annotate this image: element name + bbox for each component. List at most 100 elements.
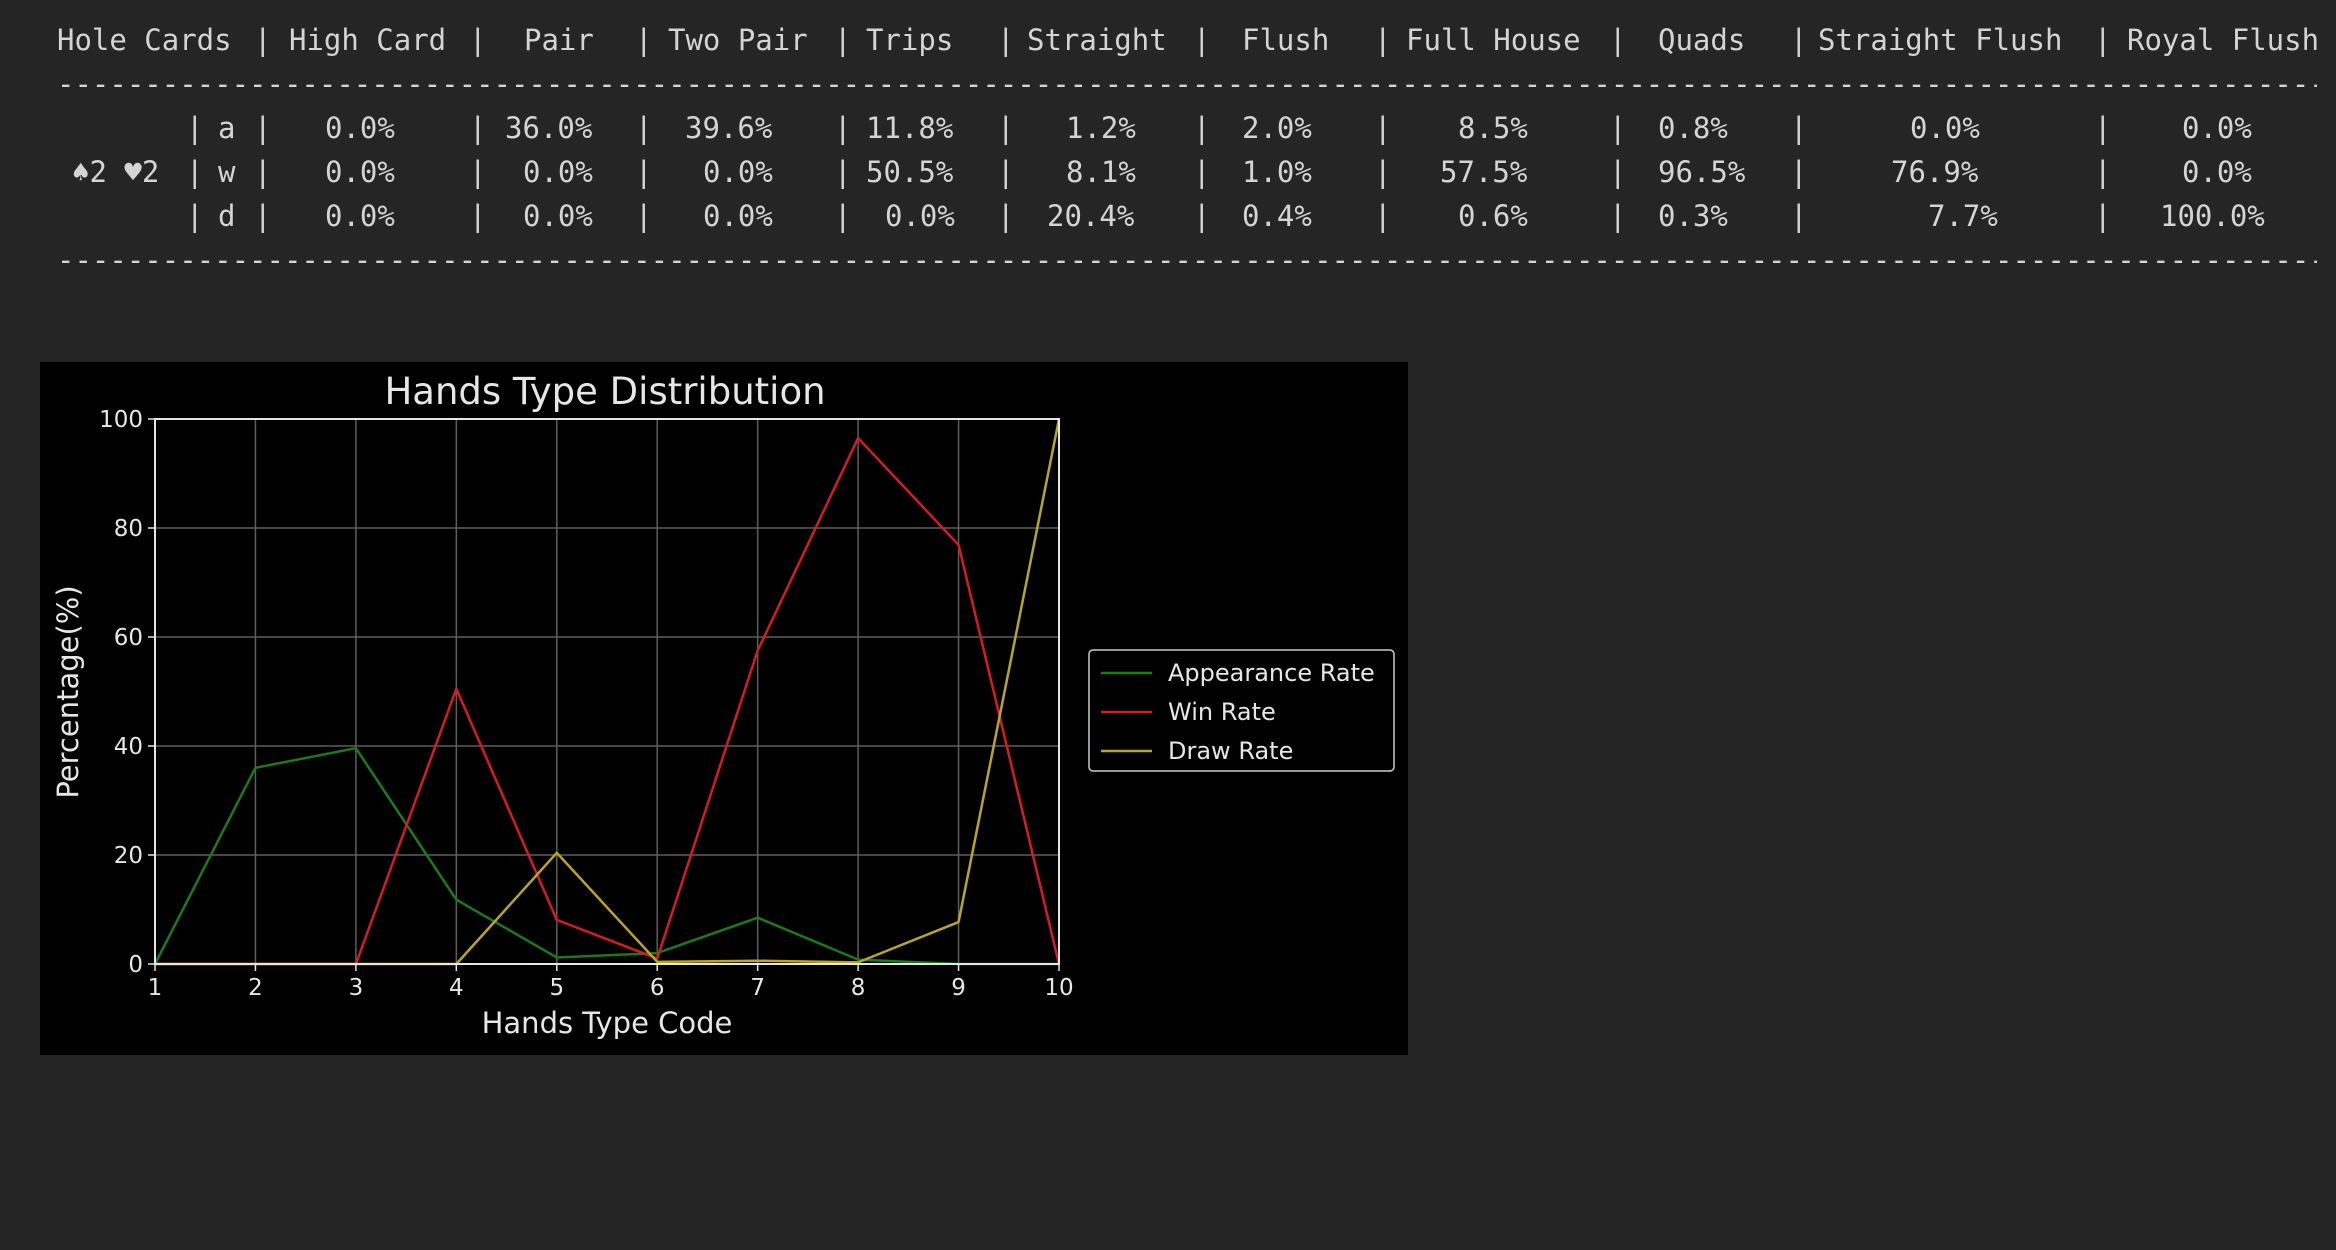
x-axis-label: Hands Type Code: [482, 1006, 733, 1040]
table-cell: 0.0%: [885, 199, 955, 233]
y-tick-label: 20: [114, 843, 143, 869]
col-divider: |: [186, 199, 204, 233]
col-divider: |: [2094, 199, 2112, 233]
col-divider: |: [1609, 111, 1627, 145]
header-straight-flush: Straight Flush: [1818, 23, 2063, 57]
x-tick-label: 1: [148, 975, 163, 1001]
table-cell: 0.6%: [1458, 199, 1528, 233]
header-royal-flush: Royal Flush: [2127, 23, 2320, 57]
table-cell: 0.0%: [325, 155, 395, 189]
chart-series: [153, 418, 1061, 966]
col-divider: |: [997, 155, 1015, 189]
col-divider: |: [254, 23, 272, 57]
y-tick-label: 80: [114, 516, 143, 542]
table-cell: 2.0%: [1242, 111, 1312, 145]
series-line-win-rate: [155, 436, 1061, 966]
col-divider: |: [254, 199, 272, 233]
col-divider: |: [1790, 111, 1808, 145]
col-divider: |: [1609, 23, 1627, 57]
col-divider: |: [997, 199, 1015, 233]
y-axis-label: Percentage(%): [51, 585, 85, 798]
col-divider: |: [635, 111, 653, 145]
table-cell: 20.4%: [1047, 199, 1135, 233]
legend-label: Appearance Rate: [1168, 659, 1375, 687]
table-cell: 0.8%: [1658, 111, 1728, 145]
row-label: a: [218, 111, 236, 145]
table-cell: 0.4%: [1242, 199, 1312, 233]
col-divider: |: [254, 111, 272, 145]
table-separator-bottom: ----------------------------------------…: [57, 243, 2317, 277]
x-tick-label: 2: [248, 975, 263, 1001]
col-divider: |: [186, 111, 204, 145]
table-cell: 8.5%: [1458, 111, 1528, 145]
col-divider: |: [1193, 111, 1211, 145]
col-divider: |: [2094, 23, 2112, 57]
table-cell: 0.0%: [2182, 155, 2252, 189]
col-divider: |: [469, 23, 487, 57]
chart-grid: [154, 418, 1060, 965]
col-divider: |: [1193, 155, 1211, 189]
hands-type-chart: Hands Type Distribution 1 2 3 4 5 6 7 8 9 10 0 20 40…: [40, 362, 1408, 1055]
chart-canvas: Hands Type Distribution 1 2 3 4 5 6 7 8 9 1002040…: [51, 370, 1395, 1040]
table-cell: 57.5%: [1440, 155, 1528, 189]
table-separator-top: ----------------------------------------…: [57, 67, 2317, 101]
x-tick-label: 9: [951, 975, 966, 1001]
legend-label: Win Rate: [1168, 698, 1276, 726]
header-flush: Flush: [1242, 23, 1330, 57]
table-cell: 0.0%: [325, 199, 395, 233]
table-cell: 7.7%: [1928, 199, 1998, 233]
table-row: | d | 0.0% | 0.0% | 0.0% | 0.0% | 20.4% …: [0, 194, 2265, 238]
col-divider: |: [1374, 23, 1392, 57]
col-divider: |: [2094, 155, 2112, 189]
col-divider: |: [1374, 155, 1392, 189]
col-divider: |: [635, 23, 653, 57]
col-divider: |: [469, 111, 487, 145]
table-cell: 1.0%: [1242, 155, 1312, 189]
header-straight: Straight: [1027, 23, 1167, 57]
col-divider: |: [1193, 199, 1211, 233]
y-tick-label: 100: [99, 407, 143, 433]
header-full-house: Full House: [1406, 23, 1581, 57]
table-cell: 1.2%: [1066, 111, 1136, 145]
legend-label: Draw Rate: [1168, 737, 1293, 765]
table-cell: 36.0%: [505, 111, 593, 145]
col-divider: |: [834, 199, 852, 233]
col-divider: |: [469, 155, 487, 189]
col-divider: |: [1790, 155, 1808, 189]
x-tick-label: 8: [851, 975, 866, 1001]
table-cell: 0.0%: [325, 111, 395, 145]
x-tick-label: 7: [750, 975, 765, 1001]
col-divider: |: [834, 23, 852, 57]
header-trips: Trips: [866, 23, 954, 57]
table-cell: 0.0%: [703, 155, 773, 189]
col-divider: |: [1374, 111, 1392, 145]
col-divider: |: [2094, 111, 2112, 145]
row-label: w: [218, 155, 236, 189]
col-divider: |: [1609, 199, 1627, 233]
chart-title: Hands Type Distribution: [384, 370, 825, 413]
y-tick-label: 0: [128, 952, 143, 978]
table-cell: 39.6%: [685, 111, 773, 145]
x-tick-label: 6: [650, 975, 665, 1001]
table-cell: 0.0%: [2182, 111, 2252, 145]
table-row: | a | 0.0% | 36.0% | 39.6% | 11.8% | 1.2…: [0, 106, 2252, 150]
col-divider: |: [635, 155, 653, 189]
col-divider: |: [1193, 23, 1211, 57]
col-divider: |: [1374, 199, 1392, 233]
header-quads: Quads: [1658, 23, 1746, 57]
table-header-row: Hole Cards | High Card | Pair | Two Pair…: [0, 18, 2319, 62]
hand-stats-table: Hole Cards | High Card | Pair | Two Pair…: [0, 0, 2319, 704]
header-pair: Pair: [524, 23, 594, 57]
table-cell: 0.0%: [523, 155, 593, 189]
col-divider: |: [834, 111, 852, 145]
x-tick-label: 10: [1044, 975, 1073, 1001]
table-cell: 76.9%: [1891, 155, 1979, 189]
y-tick-label: 60: [114, 625, 143, 651]
table-cell: 100.0%: [2160, 199, 2265, 233]
col-divider: |: [254, 155, 272, 189]
series-line-draw-rate: [155, 418, 1061, 966]
col-divider: |: [1790, 23, 1808, 57]
table-cell: 0.3%: [1658, 199, 1728, 233]
col-divider: |: [186, 155, 204, 189]
x-tick-label: 4: [449, 975, 464, 1001]
